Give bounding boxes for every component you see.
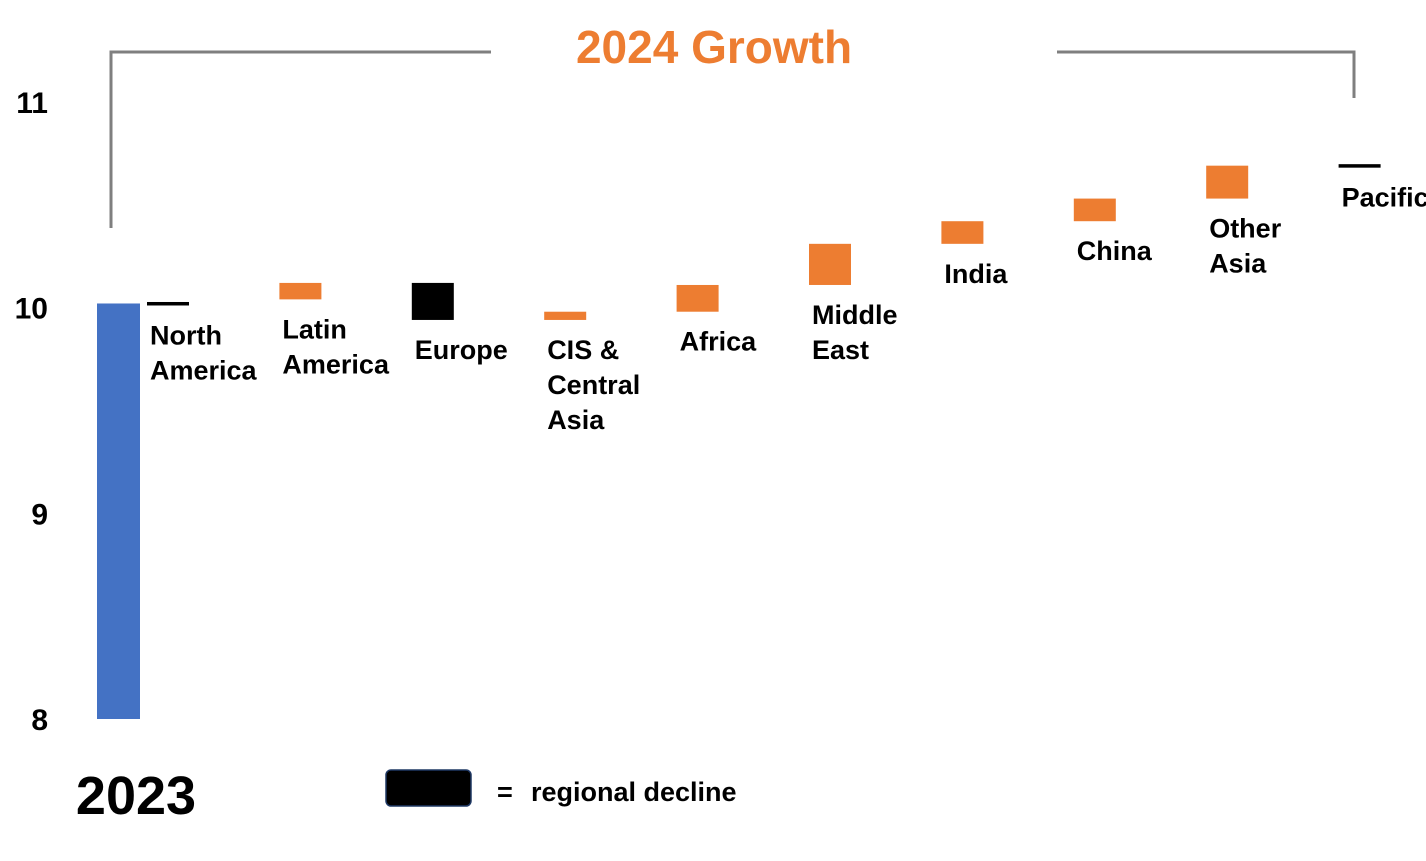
step-bar: [809, 243, 851, 285]
category-label: Other Asia: [1209, 214, 1282, 279]
step-bar: [411, 282, 454, 320]
category-label: Latin America: [282, 314, 390, 379]
category-label-line: America: [150, 355, 258, 385]
y-tick-label: 8: [31, 704, 48, 737]
category-label-line: CIS &: [547, 335, 619, 365]
category-label-line: East: [812, 335, 869, 365]
category-label: Europe: [415, 335, 508, 365]
category-label: North America: [150, 320, 258, 385]
category-label-line: India: [944, 259, 1008, 289]
category-label: Pacific: [1342, 183, 1426, 213]
chart-bars: [97, 164, 1381, 719]
category-label-line: America: [282, 349, 390, 379]
category-label-line: China: [1077, 236, 1153, 266]
category-label-line: Central: [547, 370, 640, 400]
step-bar: [941, 221, 984, 244]
category-label-line: Latin: [282, 314, 347, 344]
category-label-line: Middle: [812, 300, 898, 330]
y-tick-label: 11: [16, 87, 48, 120]
legend-label: regional decline: [531, 777, 737, 807]
category-label: China: [1077, 236, 1153, 266]
category-label: Africa: [680, 327, 758, 357]
base-year-label: 2023: [76, 766, 196, 826]
growth-bracket-left: [109, 50, 491, 228]
chart-title: 2024 Growth: [576, 21, 852, 73]
y-tick-label: 9: [31, 498, 48, 531]
category-label-line: Africa: [680, 327, 758, 357]
growth-bracket-right: [1057, 50, 1356, 98]
step-bar: [1206, 165, 1249, 199]
category-label: Middle East: [812, 300, 898, 365]
step-bar: [1073, 198, 1116, 222]
base-bar: [97, 303, 140, 719]
category-label-line: Europe: [415, 335, 508, 365]
category-label-line: North: [150, 320, 222, 350]
legend-swatch: [385, 769, 472, 807]
category-label-line: Other: [1209, 214, 1282, 244]
step-bar: [1338, 164, 1381, 168]
category-label-line: Asia: [547, 405, 605, 435]
category-label: India: [944, 259, 1008, 289]
category-label: CIS & Central Asia: [547, 335, 640, 435]
step-bar: [279, 282, 322, 300]
step-bar: [676, 284, 719, 312]
step-bar: [147, 301, 189, 306]
y-axis-ticks: 11 10 9 8: [15, 87, 48, 737]
category-label-line: Asia: [1209, 249, 1267, 279]
category-label-line: Pacific: [1342, 183, 1426, 213]
y-tick-label: 10: [15, 293, 48, 326]
category-labels: North America Latin America Europe CIS & Centr…: [150, 183, 1426, 435]
legend-equals: =: [497, 777, 513, 807]
step-bar: [544, 311, 587, 320]
